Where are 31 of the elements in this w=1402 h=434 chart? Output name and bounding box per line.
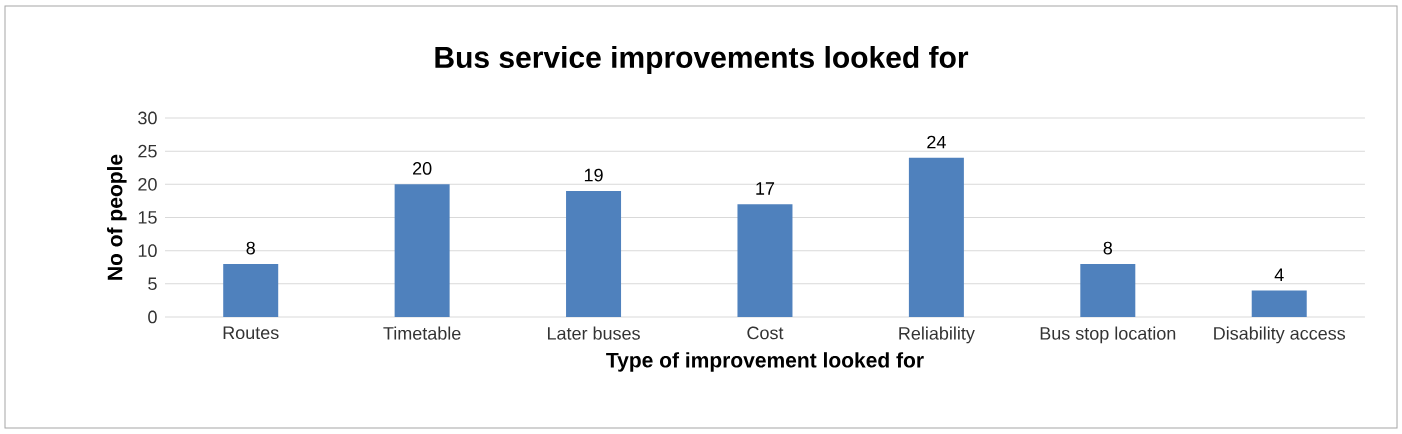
y-tick-label: 5: [148, 277, 157, 291]
x-axis-title: Type of improvement looked for: [606, 352, 924, 372]
bar: [1080, 263, 1136, 317]
data-label: 8: [1103, 241, 1113, 255]
bar: [1251, 290, 1307, 317]
x-tick-label: Disability access: [1214, 326, 1346, 344]
data-label: 8: [246, 241, 255, 255]
y-tick-label: 30: [138, 111, 157, 125]
y-tick-label: 20: [138, 177, 157, 191]
y-tick-label: 25: [138, 144, 157, 158]
data-label: 20: [413, 162, 432, 175]
y-tick-label: 15: [138, 211, 157, 224]
x-tick-label: Routes: [223, 326, 279, 340]
data-label: 24: [927, 135, 946, 149]
bar: [908, 157, 964, 317]
data-label: 19: [584, 168, 603, 182]
bar: [394, 184, 450, 317]
y-tick-label: 0: [148, 310, 157, 324]
bar: [223, 263, 279, 317]
x-tick-label: Bus stop location: [1040, 326, 1176, 344]
data-label: 4: [1274, 268, 1284, 281]
x-tick-label: Timetable: [383, 326, 461, 340]
x-tick-label: Reliability: [899, 326, 975, 344]
bar: [566, 190, 622, 317]
x-tick-label: Cost: [747, 326, 784, 340]
bar: [737, 204, 793, 317]
data-label: 17: [756, 182, 775, 195]
x-tick-label: Later buses: [547, 326, 640, 340]
y-axis-title: No of people: [107, 154, 127, 280]
y-tick-label: 10: [138, 244, 157, 258]
chart-title: Bus service improvements looked for: [435, 46, 969, 74]
